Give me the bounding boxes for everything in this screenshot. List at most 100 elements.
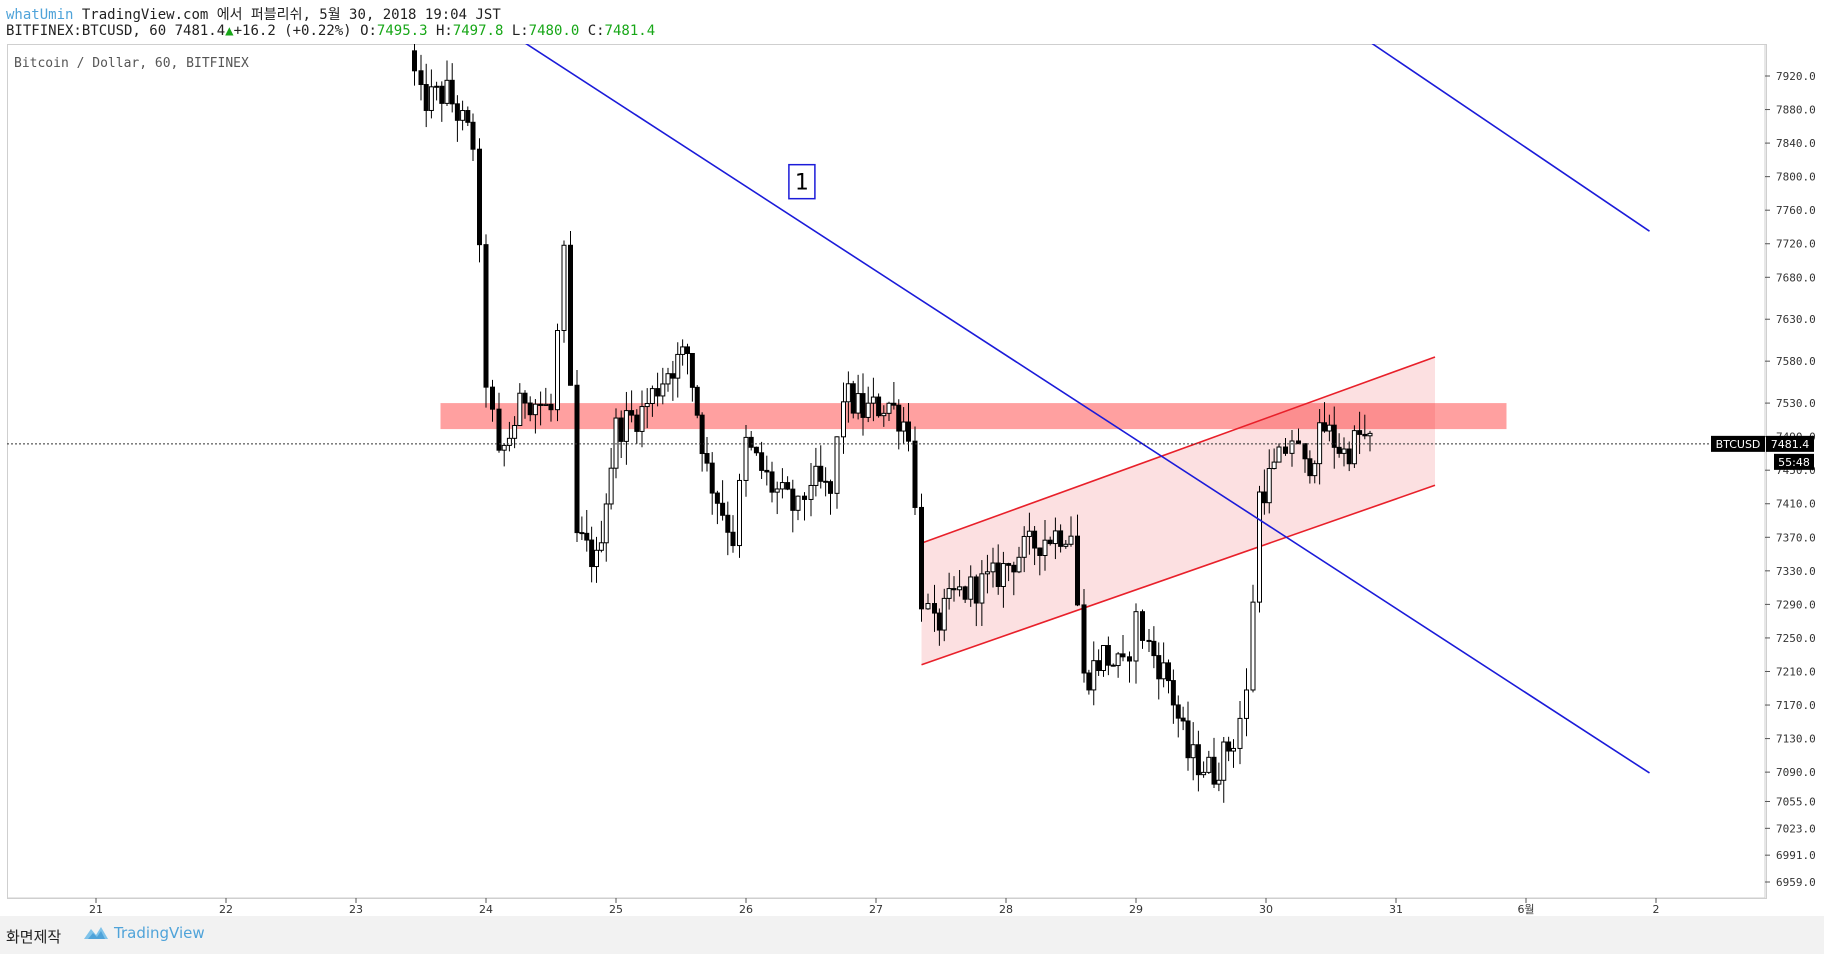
candle[interactable] (743, 425, 749, 497)
candle[interactable] (957, 569, 963, 597)
candle[interactable] (865, 386, 871, 423)
candle[interactable] (759, 441, 765, 479)
candle[interactable] (1362, 414, 1368, 440)
candle[interactable] (1000, 551, 1006, 608)
candle[interactable] (1026, 512, 1032, 555)
candle[interactable] (828, 479, 833, 515)
candle[interactable] (1133, 603, 1139, 684)
candle[interactable] (428, 69, 434, 119)
candle[interactable] (1037, 547, 1043, 576)
candle[interactable] (1206, 750, 1212, 774)
candle[interactable] (1075, 514, 1080, 607)
candle[interactable] (644, 388, 650, 429)
candle[interactable] (423, 63, 429, 128)
candle[interactable] (584, 509, 590, 552)
candle[interactable] (730, 515, 736, 553)
candle[interactable] (655, 372, 661, 407)
candle[interactable] (548, 393, 554, 422)
candle[interactable] (454, 95, 460, 142)
candle[interactable] (962, 585, 968, 604)
candle[interactable] (1216, 762, 1222, 792)
candle[interactable] (901, 407, 907, 445)
candle[interactable] (470, 113, 476, 162)
candle[interactable] (685, 343, 690, 375)
candle[interactable] (639, 390, 645, 448)
candle[interactable] (527, 396, 533, 422)
candle[interactable] (725, 501, 731, 556)
candle[interactable] (418, 54, 424, 101)
tradingview-brand[interactable]: TradingView (84, 924, 205, 942)
candle[interactable] (1346, 441, 1352, 472)
candle[interactable] (460, 100, 466, 131)
candle[interactable] (434, 81, 440, 101)
candle[interactable] (634, 409, 640, 444)
candle[interactable] (649, 385, 655, 417)
candle[interactable] (779, 468, 785, 499)
candle[interactable] (1091, 641, 1097, 706)
candle[interactable] (1250, 584, 1256, 693)
candle[interactable] (1016, 546, 1022, 574)
candle[interactable] (517, 383, 523, 427)
candle[interactable] (912, 426, 918, 515)
candle[interactable] (1063, 540, 1069, 549)
candle[interactable] (506, 421, 512, 452)
candle[interactable] (689, 352, 695, 402)
candle[interactable] (412, 44, 417, 86)
candle[interactable] (1146, 628, 1152, 652)
candle[interactable] (574, 370, 580, 542)
candle[interactable] (704, 437, 710, 472)
candle[interactable] (1032, 526, 1038, 566)
candle[interactable] (512, 416, 518, 449)
candle[interactable] (1231, 739, 1236, 768)
candle[interactable] (1105, 636, 1111, 676)
candle[interactable] (501, 443, 507, 467)
candle[interactable] (1127, 651, 1132, 683)
candle[interactable] (834, 436, 840, 509)
candle[interactable] (1011, 561, 1017, 596)
candle[interactable] (579, 516, 585, 540)
candle[interactable] (694, 385, 700, 419)
candle[interactable] (709, 452, 715, 515)
candle[interactable] (598, 520, 604, 553)
candle[interactable] (1221, 736, 1227, 803)
candle[interactable] (1307, 450, 1313, 484)
candle[interactable] (1047, 536, 1053, 546)
candle[interactable] (886, 401, 892, 421)
candle[interactable] (522, 390, 528, 419)
candle[interactable] (538, 391, 544, 426)
candle[interactable] (1211, 737, 1217, 789)
candle[interactable] (1140, 609, 1145, 649)
candle[interactable] (1257, 485, 1262, 613)
candle[interactable] (1156, 642, 1162, 700)
candle[interactable] (855, 374, 861, 420)
trendline-2[interactable] (1247, 0, 1650, 232)
candle[interactable] (1151, 626, 1157, 669)
candle[interactable] (1006, 562, 1012, 582)
candle[interactable] (841, 382, 846, 454)
candle[interactable] (932, 584, 937, 632)
candle[interactable] (737, 473, 742, 558)
annotation-box[interactable] (788, 163, 816, 200)
candle[interactable] (870, 377, 876, 422)
candle[interactable] (1317, 409, 1323, 485)
candle[interactable] (813, 447, 819, 497)
candle[interactable] (785, 476, 791, 491)
candle[interactable] (1166, 659, 1171, 694)
candle[interactable] (483, 234, 489, 408)
channel-upper-line[interactable] (921, 356, 1436, 544)
candle[interactable] (1271, 448, 1277, 470)
candle[interactable] (802, 492, 807, 521)
candle[interactable] (439, 81, 445, 122)
candle[interactable] (1283, 437, 1288, 456)
candle[interactable] (995, 544, 1001, 595)
candle[interactable] (1042, 519, 1048, 571)
candle[interactable] (714, 490, 720, 525)
candle[interactable] (496, 392, 502, 453)
candle[interactable] (1201, 761, 1207, 778)
candle[interactable] (603, 493, 609, 562)
candle[interactable] (764, 455, 770, 486)
candle[interactable] (968, 565, 974, 607)
candle[interactable] (561, 240, 567, 343)
candle[interactable] (1161, 642, 1167, 688)
candle[interactable] (896, 399, 902, 450)
